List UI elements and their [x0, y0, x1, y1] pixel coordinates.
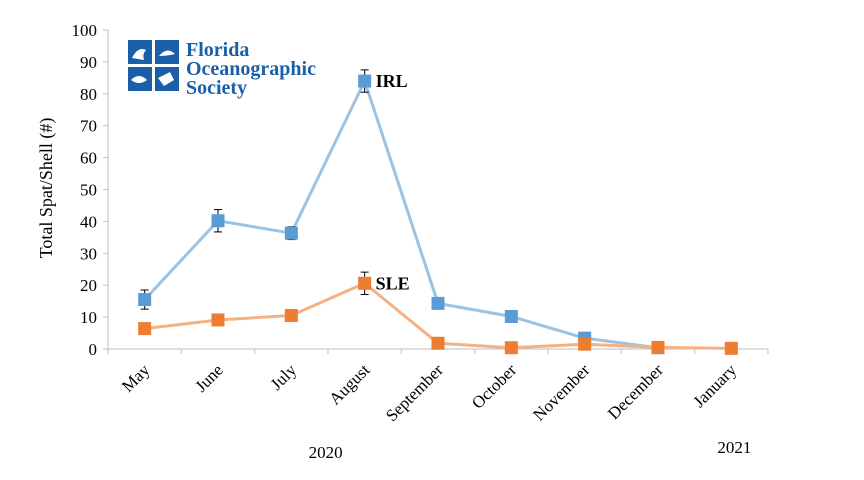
logo-line-2: Oceanographic	[186, 58, 316, 80]
x-tick-label: May	[118, 360, 154, 396]
year-label: 2021	[717, 438, 751, 457]
irl-point	[504, 309, 518, 323]
irl-series-label: IRL	[376, 71, 408, 91]
x-tick-label: June	[191, 360, 226, 395]
x-tick-label: July	[267, 360, 301, 394]
y-tick-label: 80	[80, 85, 97, 104]
sle-point	[724, 341, 738, 355]
sle-point	[578, 337, 592, 351]
series-group: IRL SLE	[138, 69, 738, 355]
irl-point	[138, 293, 152, 307]
logo-emblem-icon	[128, 40, 179, 91]
y-tick-label: 70	[80, 117, 97, 136]
x-tick-label: November	[529, 360, 593, 424]
sle-point	[651, 340, 665, 354]
irl-point	[431, 296, 445, 310]
x-tick-label: September	[382, 360, 447, 425]
y-tick-label: 10	[80, 308, 97, 327]
x-tick-label: August	[325, 360, 373, 408]
y-tick-label: 40	[80, 212, 97, 231]
florida-oceanographic-society-logo: Florida Oceanographic Society	[128, 39, 316, 99]
sle-point	[284, 309, 298, 323]
irl-point	[284, 226, 298, 240]
y-tick-label: 60	[80, 149, 97, 168]
sle-point	[431, 336, 445, 350]
y-tick-label: 50	[80, 181, 97, 200]
sle-point	[504, 341, 518, 355]
year-labels: 2020 2021	[309, 438, 752, 462]
sle-point	[211, 313, 225, 327]
irl-series-line	[143, 79, 659, 350]
sle-point	[358, 276, 372, 290]
y-axis-title: Total Spat/Shell (#)	[36, 118, 57, 259]
x-tick-label: December	[604, 360, 667, 423]
year-label: 2020	[309, 443, 343, 462]
y-tick-label: 30	[80, 244, 97, 263]
x-tick-label: October	[468, 360, 520, 412]
y-tick-label: 20	[80, 276, 97, 295]
sle-point	[138, 322, 152, 336]
irl-point	[358, 74, 372, 88]
y-tick-label: 0	[89, 340, 98, 359]
logo-line-3: Society	[186, 77, 247, 99]
sle-series-label: SLE	[376, 273, 410, 293]
x-axis-ticks: May June July August September October Novembe…	[107, 349, 769, 425]
irl-point	[211, 214, 225, 228]
y-tick-label: 90	[80, 53, 97, 72]
y-tick-label: 100	[72, 21, 98, 40]
x-tick-label: January	[689, 360, 740, 411]
y-axis-ticks: 0 10 20 30 40 50 60 70 80 90 100	[72, 21, 108, 359]
logo-line-1: Florida	[186, 39, 249, 61]
